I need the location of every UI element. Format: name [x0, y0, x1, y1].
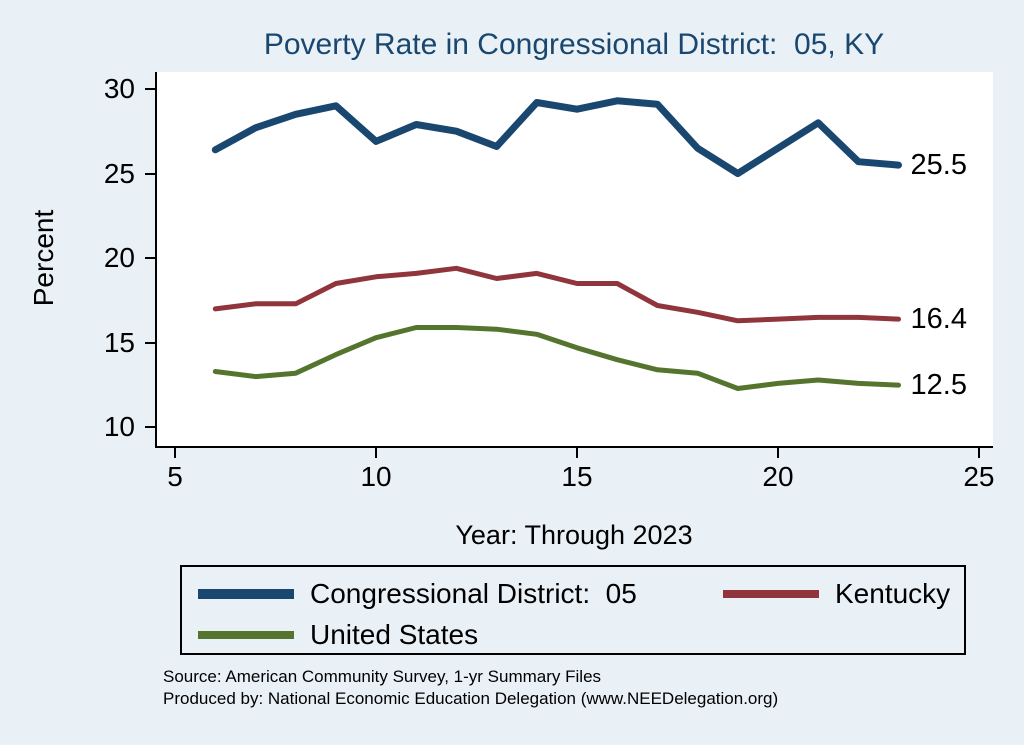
x-tick-label: 5 — [167, 461, 183, 492]
legend-label: Congressional District: 05 — [310, 578, 637, 609]
y-tick-label: 25 — [103, 157, 135, 189]
x-tick-label: 10 — [360, 461, 392, 492]
source-note: Source: American Community Survey, 1-yr … — [163, 667, 602, 686]
legend: Congressional District: 05 Kentucky United… — [180, 565, 966, 655]
y-tick-label: 10 — [103, 411, 135, 443]
y-tick — [145, 172, 155, 175]
produced-by-note: Produced by: National Economic Education… — [163, 689, 779, 708]
legend-item-2: Kentucky — [723, 578, 964, 610]
series-line-2 — [212, 265, 901, 324]
y-tick — [145, 257, 155, 260]
legend-item-1: Congressional District: 05 — [198, 578, 723, 610]
x-axis-label: Year: Through 2023 — [455, 520, 693, 550]
legend-swatch — [198, 631, 294, 639]
x-tick — [776, 448, 779, 458]
x-tick-label: 20 — [762, 461, 794, 492]
series-end-label: 25.5 — [910, 149, 967, 182]
footer: Source: American Community Survey, 1-yr … — [163, 666, 778, 710]
series-end-label: 16.4 — [910, 303, 967, 336]
series-end-label: 12.5 — [910, 369, 967, 402]
x-tick — [576, 448, 578, 458]
series-line-3 — [212, 325, 901, 391]
x-tick-label: 15 — [561, 461, 593, 492]
y-tick — [145, 426, 155, 429]
legend-label: Kentucky — [835, 578, 951, 609]
y-tick — [145, 341, 155, 344]
x-tick-label: 25 — [963, 461, 995, 492]
y-axis-label: Percent — [28, 209, 59, 307]
chart-canvas — [211, 97, 902, 391]
legend-item-3: United States — [198, 619, 723, 651]
x-tick — [174, 448, 177, 458]
legend-grid: Congressional District: 05 Kentucky United… — [198, 578, 964, 651]
legend-label: United States — [310, 619, 479, 650]
x-tick — [375, 448, 378, 458]
legend-swatch — [198, 589, 294, 599]
y-tick-label: 15 — [103, 326, 135, 358]
y-tick-label: 30 — [103, 72, 135, 104]
plot-area: 25.5 16.4 12.5 30 25 20 15 10 5 10 15 20 25 — [104, 72, 995, 492]
y-tick — [145, 87, 155, 90]
legend-swatch — [723, 590, 819, 598]
y-tick-label: 20 — [103, 242, 135, 274]
series-line-1 — [211, 97, 902, 177]
x-tick — [977, 448, 980, 458]
chart-title: Poverty Rate in Congressional District: … — [263, 28, 885, 61]
